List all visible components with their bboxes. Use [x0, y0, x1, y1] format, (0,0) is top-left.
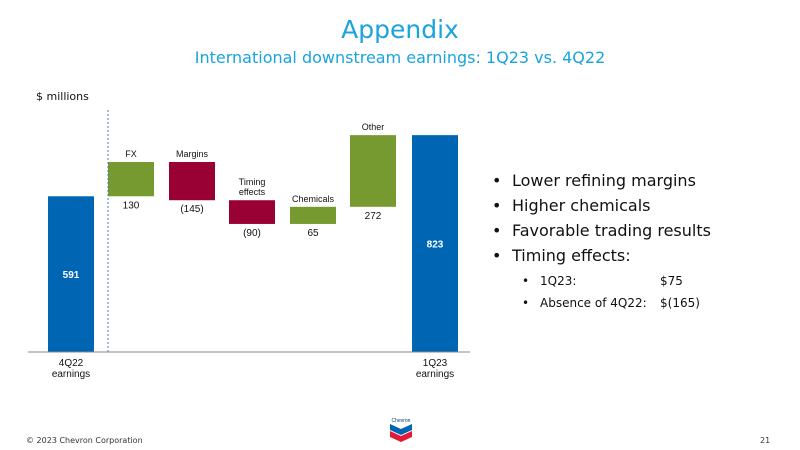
bullet-text: Timing effects:: [512, 246, 631, 265]
copyright-footer: © 2023 Chevron Corporation: [26, 436, 143, 445]
page-subtitle: International downstream earnings: 1Q23 …: [194, 48, 606, 67]
category-label: FX: [125, 149, 137, 159]
unit-label: $ millions: [36, 90, 89, 103]
data-label: 65: [307, 228, 319, 239]
bullet-item: Timing effects: 1Q23: $75 Absence of 4Q22…: [492, 243, 792, 314]
bullet-item: Lower refining margins: [492, 168, 792, 193]
sub-bullet-value: $75: [660, 274, 683, 288]
sub-bullet-list: 1Q23: $75 Absence of 4Q22: $(165): [512, 270, 792, 314]
category-label: earnings: [52, 369, 90, 380]
data-label: (145): [180, 204, 203, 215]
bullet-list: Lower refining margins Higher chemicals …: [492, 168, 792, 314]
sub-bullet-value: $(165): [660, 296, 700, 310]
chevron-logo-icon: Chevron: [390, 418, 412, 442]
category-label: Other: [362, 122, 385, 132]
category-label: 4Q22: [59, 358, 84, 369]
category-label: Timing: [239, 177, 266, 187]
category-label: Margins: [176, 149, 209, 159]
category-label: 1Q23: [423, 358, 448, 369]
chevron-logo: Chevron: [386, 416, 416, 448]
data-label: (90): [243, 228, 261, 239]
waterfall-bar: [290, 206, 336, 224]
waterfall-bar: [48, 196, 94, 352]
waterfall-bar: [350, 135, 396, 207]
bullet-item: Favorable trading results: [492, 218, 792, 243]
bullet-item: Higher chemicals: [492, 193, 792, 218]
sub-bullet-item: 1Q23: $75: [512, 270, 792, 292]
bullet-text: Favorable trading results: [512, 221, 711, 240]
data-label: 823: [427, 240, 444, 251]
waterfall-bar: [229, 200, 275, 224]
data-label: 130: [123, 200, 140, 211]
waterfall-bar: [412, 135, 458, 352]
waterfall-bar: [169, 162, 215, 201]
sub-bullet-label: 1Q23:: [540, 274, 577, 288]
bullet-text: Lower refining margins: [512, 171, 696, 190]
page-number: 21: [760, 436, 771, 445]
waterfall-bar: [108, 162, 154, 197]
data-label: 591: [63, 270, 80, 281]
logo-wordmark: Chevron: [392, 418, 411, 424]
sub-bullet-label: Absence of 4Q22:: [540, 296, 647, 310]
data-label: 272: [365, 211, 382, 222]
bullet-text: Higher chemicals: [512, 196, 651, 215]
sub-bullet-item: Absence of 4Q22: $(165): [512, 292, 792, 314]
category-label: earnings: [416, 369, 454, 380]
category-label: Chemicals: [292, 194, 335, 204]
category-label: effects: [239, 187, 266, 197]
page-title: Appendix: [341, 15, 459, 44]
